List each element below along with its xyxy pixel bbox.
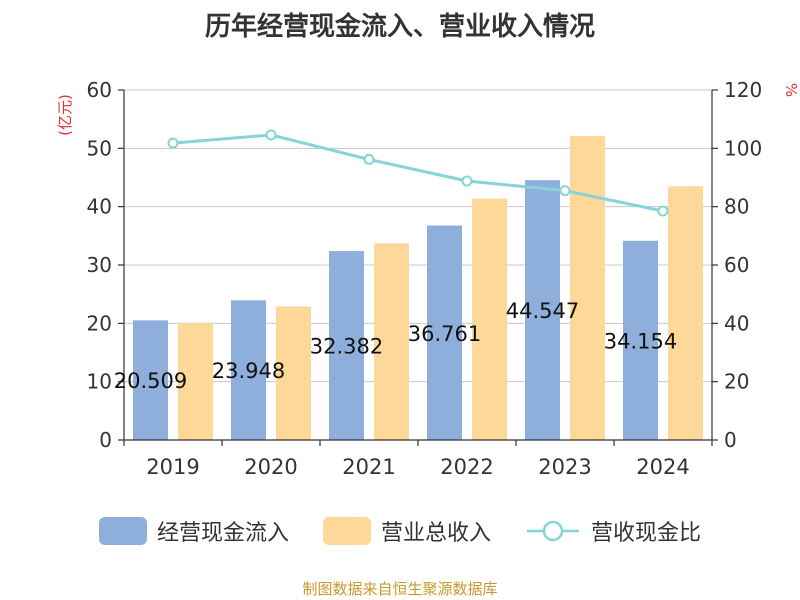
- legend-item-revenue[interactable]: 营业总收入: [322, 515, 491, 547]
- data-label-cash-inflow: 20.509: [114, 369, 187, 393]
- left-axis-tick-label: 60: [87, 78, 112, 102]
- left-axis-tick-label: 40: [87, 195, 112, 219]
- bar-revenue: [276, 306, 311, 440]
- legend-item-ratio[interactable]: 营收现金比: [525, 515, 701, 547]
- right-axis-tick-label: 120: [724, 78, 762, 102]
- bar-cash-inflow: [231, 300, 266, 440]
- left-axis-tick-label: 10: [87, 370, 112, 394]
- bar-cash-inflow: [525, 180, 560, 440]
- data-label-cash-inflow: 23.948: [212, 359, 285, 383]
- right-axis-tick-label: 40: [724, 311, 749, 335]
- right-axis-tick-label: 60: [724, 253, 749, 277]
- legend-line-ratio-icon: [527, 520, 579, 542]
- data-label-cash-inflow: 32.382: [310, 335, 383, 359]
- chart-plot-svg: 0 10 20 30 40 50 60 0 20 40 60 80 100 120 (亿元)% 2019 202…: [56, 78, 800, 479]
- left-axis-tick-label: 20: [87, 311, 112, 335]
- point-ratio: [657, 205, 669, 217]
- bar-cash-inflow: [329, 251, 364, 440]
- right-axis-tick-label: 20: [724, 370, 749, 394]
- legend-item-cash-inflow[interactable]: 经营现金流入: [98, 515, 289, 547]
- right-axis-tick-label: 0: [724, 428, 737, 452]
- point-ratio: [167, 137, 179, 149]
- bar-cash-inflow: [427, 225, 462, 440]
- right-axis-title: %: [782, 83, 800, 97]
- point-ratio: [461, 175, 473, 187]
- bar-revenue: [570, 136, 605, 441]
- x-axis-tick-label: 2019: [146, 455, 199, 479]
- bar-revenue: [472, 198, 507, 440]
- right-axis-tick-label: 80: [724, 195, 749, 219]
- bar-cash-inflow: [133, 320, 168, 440]
- bar-cash-inflow: [623, 240, 658, 440]
- x-axis-tick-label: 2020: [244, 455, 297, 479]
- legend-swatch-cash-inflow: [98, 517, 147, 545]
- data-label-cash-inflow: 36.761: [408, 322, 481, 346]
- legend-swatch-revenue: [322, 517, 371, 545]
- right-axis-tick-label: 100: [724, 136, 762, 160]
- bar-revenue: [668, 186, 703, 440]
- bar-revenue: [374, 243, 409, 440]
- left-axis-tick-label: 50: [87, 136, 112, 160]
- x-axis-tick-label: 2021: [342, 455, 395, 479]
- legend-label-cash-inflow: 经营现金流入: [156, 521, 289, 546]
- point-ratio: [559, 185, 571, 197]
- x-axis-tick-label: 2022: [440, 455, 493, 479]
- left-axis-tick-label: 0: [99, 428, 112, 452]
- data-label-cash-inflow: 44.547: [506, 299, 579, 323]
- left-axis-tick-label: 30: [87, 253, 112, 277]
- legend: 经营现金流入 营业总收入 营收现金比: [0, 515, 800, 547]
- line-ratio: [172, 133, 664, 213]
- legend-label-revenue: 营业总收入: [380, 521, 491, 546]
- data-label-cash-inflow: 34.154: [604, 329, 677, 353]
- legend-label-ratio: 营收现金比: [591, 521, 702, 546]
- point-ratio: [363, 153, 375, 165]
- x-axis-tick-label: 2023: [538, 455, 591, 479]
- left-axis-title: (亿元): [56, 94, 74, 136]
- data-source-note: 制图数据来自恒生聚源数据库: [302, 580, 498, 598]
- bar-revenue: [178, 322, 213, 440]
- x-axis-tick-label: 2024: [636, 455, 689, 479]
- point-ratio: [265, 129, 277, 141]
- chart-title: 历年经营现金流入、营业收入情况: [204, 12, 595, 42]
